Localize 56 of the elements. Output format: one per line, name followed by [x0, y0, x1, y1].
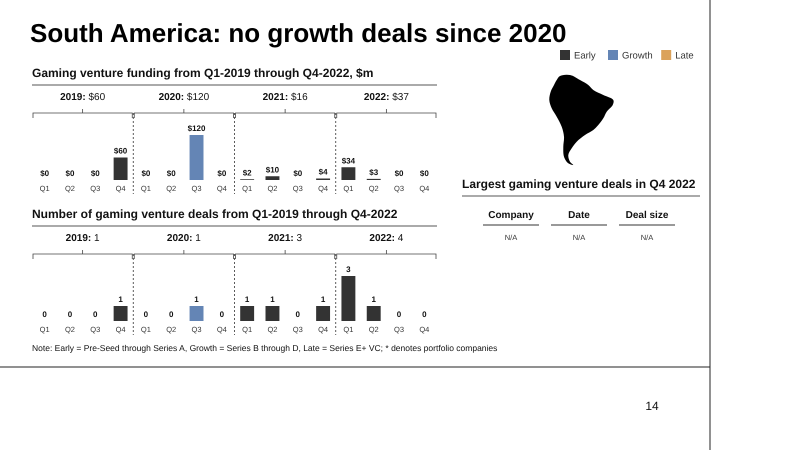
data-label: 1 [371, 295, 376, 304]
data-label: 0 [144, 310, 149, 319]
chart-subtitle: Gaming venture funding from Q1-2019 through Q4-2022, $m [32, 66, 374, 80]
category-label: Deal size [626, 210, 669, 221]
data-label: $34 [342, 156, 356, 166]
text: 2020: 1 [166, 233, 202, 244]
data-label: 0 [93, 310, 98, 319]
data-label: 1 [270, 295, 276, 304]
data-label: $0 [166, 169, 176, 178]
data-label: 1 [320, 295, 326, 304]
data-label: $0 [66, 169, 75, 178]
data-label: $0 [420, 169, 430, 178]
bar [114, 158, 128, 180]
data-label: $0 [293, 169, 303, 178]
data-label: $4 [318, 168, 328, 176]
bar [266, 176, 280, 180]
category-label: Date [568, 210, 590, 221]
legend-label: Growth [622, 50, 653, 62]
text: 2022: $37 [364, 92, 410, 103]
data-label: 1 [118, 295, 124, 304]
category-label: Company [488, 210, 534, 221]
chart-title: Number of gaming venture deals from Q1-2019 through Q4-2022 [32, 207, 398, 221]
data-label: $60 [114, 146, 128, 156]
data-label: $0 [394, 169, 404, 178]
data-label: 0 [42, 310, 48, 319]
data-label: 0 [68, 310, 73, 319]
data-label: $0 [217, 169, 227, 178]
data-label: $120 [188, 124, 206, 133]
text: 2021: $16 [262, 92, 308, 103]
text: 2022: 4 [369, 233, 404, 244]
data-label: $3 [369, 168, 379, 177]
legend-label: Early [574, 50, 596, 62]
data-label: $10 [266, 165, 280, 174]
text: 14 [645, 399, 659, 413]
data-label: 0 [296, 310, 301, 319]
bar [190, 135, 204, 180]
data-label: $0 [40, 169, 50, 178]
text: 2019: 1 [66, 233, 100, 244]
text: 2020: $120 [158, 92, 210, 103]
bar [341, 167, 356, 180]
data-label: 0 [168, 310, 174, 319]
text: Largest gaming venture deals in Q4 2022 [462, 177, 696, 191]
data-label: 1 [244, 295, 250, 304]
legend-label: Late [675, 50, 694, 62]
data-label: 0 [422, 310, 428, 319]
data-label: 3 [346, 265, 352, 274]
data-label: $0 [90, 169, 100, 178]
text: Note: Early = Pre-Seed through Series A, Growth = Series B through D, Late = Series E+ VC; * denotes portfolio companies [32, 343, 498, 353]
data-label: 0 [396, 310, 402, 319]
text: 2021: 3 [268, 233, 303, 244]
data-label: $2 [242, 168, 252, 178]
data-label: $0 [141, 169, 151, 178]
data-label: 0 [220, 310, 225, 319]
chart-title: South America: no growth deals since 2020 [30, 18, 567, 48]
data-label: 1 [194, 295, 200, 304]
text: 2019: $60 [60, 92, 106, 103]
